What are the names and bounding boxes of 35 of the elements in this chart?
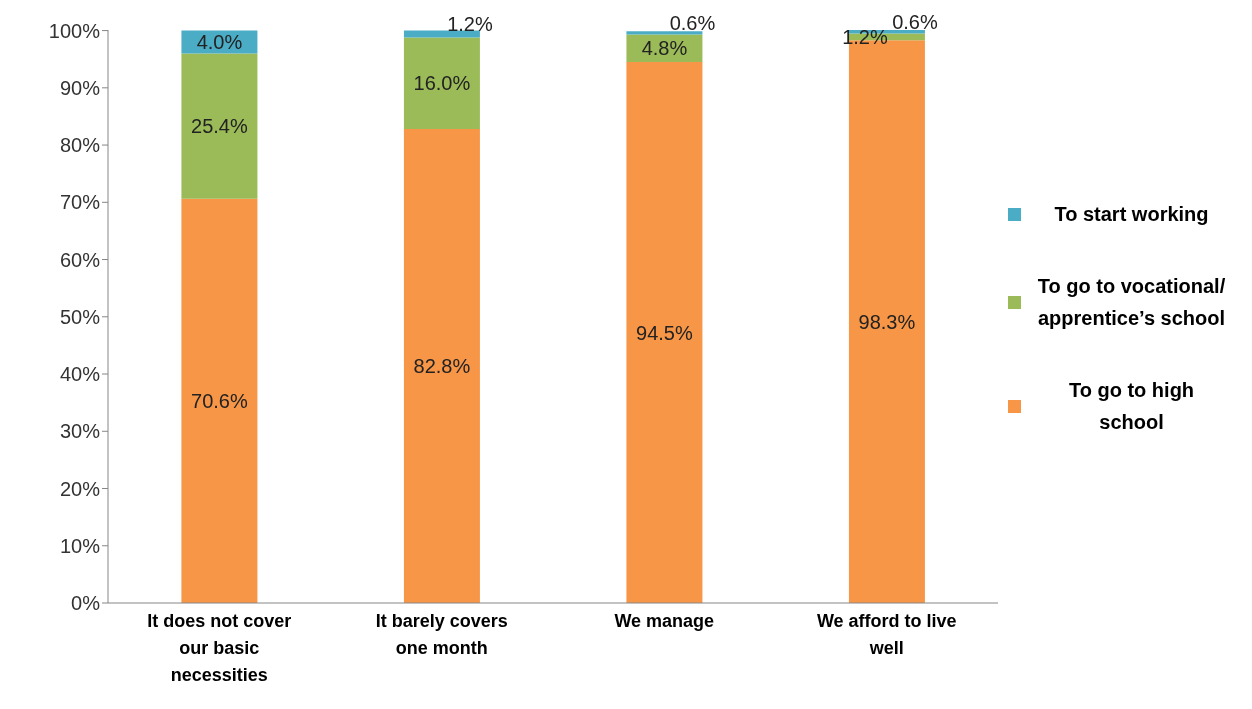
data-label: 4.0% bbox=[196, 31, 243, 54]
y-tick-label: 100% bbox=[48, 19, 101, 42]
legend-label: To start working bbox=[1053, 202, 1210, 227]
bar bbox=[181, 198, 258, 603]
data-label: 82.8% bbox=[413, 355, 471, 378]
y-tick-label: 10% bbox=[59, 534, 101, 557]
x-tick-label: We afford to live well bbox=[816, 611, 957, 658]
bar bbox=[181, 53, 258, 199]
bar bbox=[626, 31, 703, 35]
x-tick-label: We manage bbox=[614, 611, 715, 631]
y-tick-label: 20% bbox=[59, 477, 101, 500]
y-tick-label: 40% bbox=[59, 363, 101, 386]
y-tick-label: 50% bbox=[59, 305, 101, 328]
data-label: 98.3% bbox=[858, 310, 916, 333]
legend-label: To go to vocational/ apprentice’s school bbox=[1036, 274, 1227, 331]
data-label: 0.6% bbox=[669, 11, 716, 34]
y-tick-label: 90% bbox=[59, 76, 101, 99]
data-label: 0.6% bbox=[892, 10, 938, 33]
x-tick-label: It barely covers one month bbox=[375, 611, 508, 658]
data-label: 4.8% bbox=[641, 37, 688, 60]
data-label: 70.6% bbox=[191, 389, 248, 412]
data-label: 16.0% bbox=[413, 72, 471, 95]
bar bbox=[626, 62, 703, 603]
y-tick-label: 60% bbox=[59, 248, 101, 271]
y-tick-label: 0% bbox=[71, 592, 101, 615]
legend-label: To go to high school bbox=[1067, 378, 1196, 435]
bar bbox=[403, 37, 480, 130]
x-tick-label: It does not cover our basic necessities bbox=[147, 611, 292, 685]
data-label: 1.2% bbox=[447, 13, 493, 36]
data-label: 94.5% bbox=[636, 321, 693, 344]
y-tick-label: 70% bbox=[59, 191, 101, 214]
y-tick-label: 30% bbox=[59, 420, 101, 443]
y-tick-label: 80% bbox=[59, 134, 101, 157]
bar bbox=[403, 129, 480, 603]
data-label: 25.4% bbox=[191, 115, 248, 138]
